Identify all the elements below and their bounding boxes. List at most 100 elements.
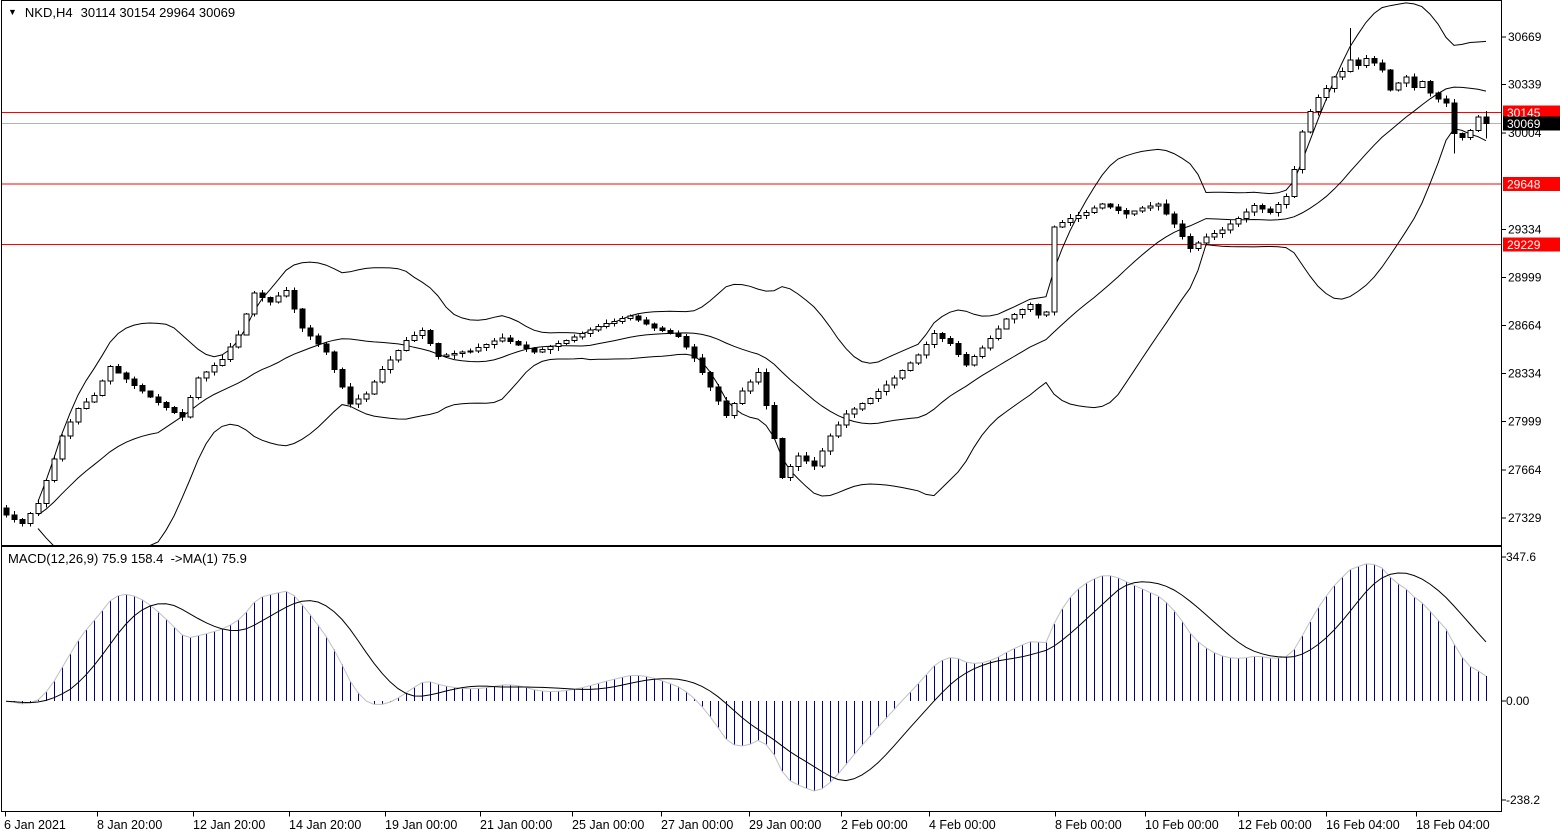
candle-body: [915, 354, 922, 364]
candle-body: [715, 386, 722, 402]
candle-body: [331, 351, 338, 371]
candle-body: [1147, 205, 1154, 209]
candle-body: [1459, 132, 1466, 139]
price-level-badge-label: 29648: [1507, 178, 1541, 192]
candle-body: [755, 371, 762, 383]
candle-body: [691, 346, 698, 359]
candle-body: [651, 323, 658, 329]
candle-body: [603, 323, 610, 327]
candle-body: [187, 397, 194, 418]
candle-body: [555, 343, 562, 347]
candle-body: [1467, 129, 1474, 139]
candle-body: [635, 315, 642, 321]
candle-body: [315, 335, 322, 345]
chart-header: ▼ NKD,H4 30114 30154 29964 30069: [8, 5, 235, 20]
time-tick-label: 2 Feb 00:00: [841, 818, 908, 832]
candle-body: [443, 354, 450, 358]
candle-body: [299, 308, 306, 329]
candle-body: [1003, 318, 1010, 330]
candle-body: [1187, 235, 1194, 250]
candle-body: [987, 337, 994, 349]
time-tick-label: 10 Feb 00:00: [1145, 818, 1219, 832]
candle-body: [251, 292, 258, 315]
candle-body: [1427, 80, 1434, 94]
time-tick-label: 4 Feb 00:00: [929, 818, 996, 832]
candle-body: [19, 518, 26, 525]
time-tick-label: 21 Jan 00:00: [480, 818, 552, 832]
macd-indicator-label: MACD(12,26,9) 75.9 158.4 ->MA(1) 75.9: [8, 551, 247, 566]
candle-body: [899, 370, 906, 379]
candle-body: [587, 329, 594, 335]
time-tick-label: 27 Jan 00:00: [661, 818, 733, 832]
macd-panel-border: [1, 546, 1502, 812]
candle-body: [291, 289, 298, 310]
candle-body: [35, 502, 42, 515]
candle-body: [659, 327, 666, 332]
candle-body: [539, 348, 546, 353]
candle-body: [787, 466, 794, 479]
candle-body: [11, 514, 18, 520]
candle-body: [1203, 236, 1210, 244]
candle-body: [131, 378, 138, 386]
price-tick-label: 30339: [1508, 78, 1542, 92]
candle-body: [275, 295, 282, 303]
candle-body: [1179, 223, 1186, 237]
current-price-badge-label: 30069: [1507, 117, 1541, 131]
candle-body: [163, 402, 170, 408]
candle-body: [907, 362, 914, 372]
candle-body: [27, 513, 34, 525]
candle-body: [995, 328, 1002, 339]
candle-body: [355, 398, 362, 405]
candle-body: [459, 351, 466, 355]
price-tick-label: 30669: [1508, 30, 1542, 44]
candle-body: [795, 455, 802, 468]
candle-body: [1195, 242, 1202, 250]
candle-body: [627, 315, 634, 320]
candle-body: [1323, 88, 1330, 98]
candle-body: [723, 400, 730, 417]
candle-body: [259, 292, 266, 299]
candle-body: [203, 371, 210, 379]
chart-dropdown-icon[interactable]: ▼: [8, 7, 17, 17]
candle-body: [499, 337, 506, 342]
candle-body: [747, 381, 754, 392]
candle-body: [1035, 304, 1042, 316]
price-level-badge: [1503, 237, 1560, 252]
candle-body: [515, 340, 522, 346]
candle-body: [1339, 70, 1346, 78]
candle-body: [1243, 211, 1250, 219]
macd-tick-label: -238.2: [1506, 793, 1540, 807]
candle-body: [619, 318, 626, 322]
time-tick-label: 25 Jan 00:00: [572, 818, 644, 832]
ohlc-values: 30114 30154 29964 30069: [80, 5, 236, 20]
candle-body: [851, 408, 858, 415]
candle-body: [699, 357, 706, 373]
candle-body: [475, 346, 482, 352]
candle-body: [675, 333, 682, 337]
candle-body: [67, 421, 74, 437]
candle-body: [811, 460, 818, 467]
candle-body: [171, 406, 178, 413]
candle-body: [739, 390, 746, 404]
candle-body: [1115, 206, 1122, 212]
candle-body: [779, 438, 786, 479]
bollinger-upper-band: [37, 2, 1487, 502]
candle-body: [43, 479, 50, 504]
candle-body: [371, 381, 378, 395]
candle-body: [1211, 232, 1218, 238]
macd-main-line: [5, 563, 1487, 792]
candle-body: [843, 413, 850, 426]
candle-body: [939, 333, 946, 340]
candle-body: [139, 384, 146, 392]
candle-body: [483, 343, 490, 348]
candle-body: [379, 369, 386, 383]
candle-body: [195, 377, 202, 399]
candle-body: [523, 344, 530, 350]
candle-body: [59, 435, 66, 460]
candle-body: [683, 335, 690, 348]
candle-body: [531, 348, 538, 353]
candle-body: [1083, 212, 1090, 216]
candle-body: [1251, 204, 1258, 213]
candle-body: [1075, 214, 1082, 219]
